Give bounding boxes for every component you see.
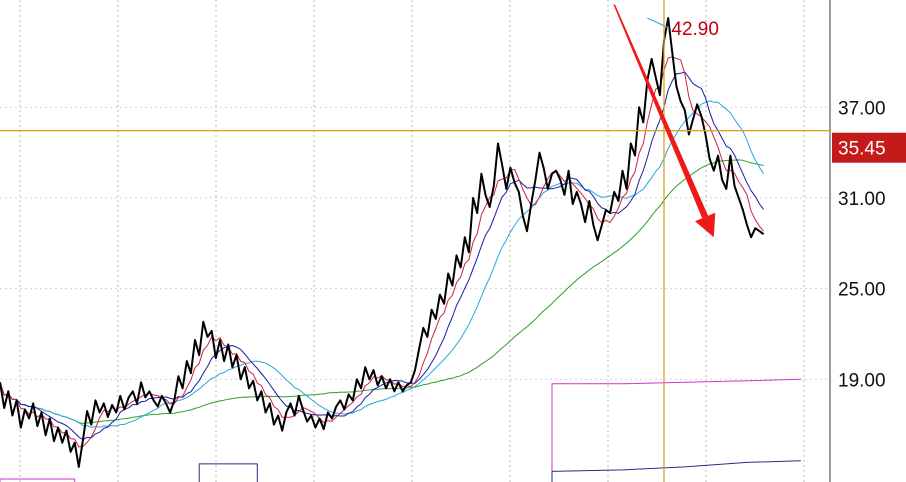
- series-ma10: [0, 71, 764, 441]
- series-ma20: [0, 100, 765, 428]
- series-price: [0, 17, 765, 468]
- high-annotation: 42.90: [647, 17, 719, 40]
- series-ma60: [0, 159, 764, 424]
- y-axis-ticks: 37.00 31.00 25.00 19.00: [838, 98, 886, 391]
- y-tick-label: 25.00: [838, 280, 886, 301]
- price-badge-label: 35.45: [838, 139, 886, 160]
- series-vol1: [0, 478, 76, 482]
- high-price-label: 42.90: [671, 19, 719, 40]
- series-vol2b: [551, 460, 801, 482]
- arrow-shaft: [613, 4, 709, 219]
- series-layer: [0, 17, 801, 482]
- series-ma5: [0, 56, 764, 448]
- price-badge-background: [832, 132, 906, 163]
- series-vol2: [198, 463, 258, 482]
- series-vol1b: [551, 378, 801, 482]
- chart-grid: [0, 0, 830, 482]
- y-tick-label: 31.00: [838, 189, 886, 210]
- y-tick-label: 19.00: [838, 370, 886, 391]
- trend-arrow: [613, 4, 716, 238]
- high-marker-line: [647, 17, 670, 29]
- crosshair-price-badge: 35.45: [832, 132, 906, 163]
- y-tick-label: 37.00: [838, 98, 886, 119]
- arrow-head: [695, 212, 716, 238]
